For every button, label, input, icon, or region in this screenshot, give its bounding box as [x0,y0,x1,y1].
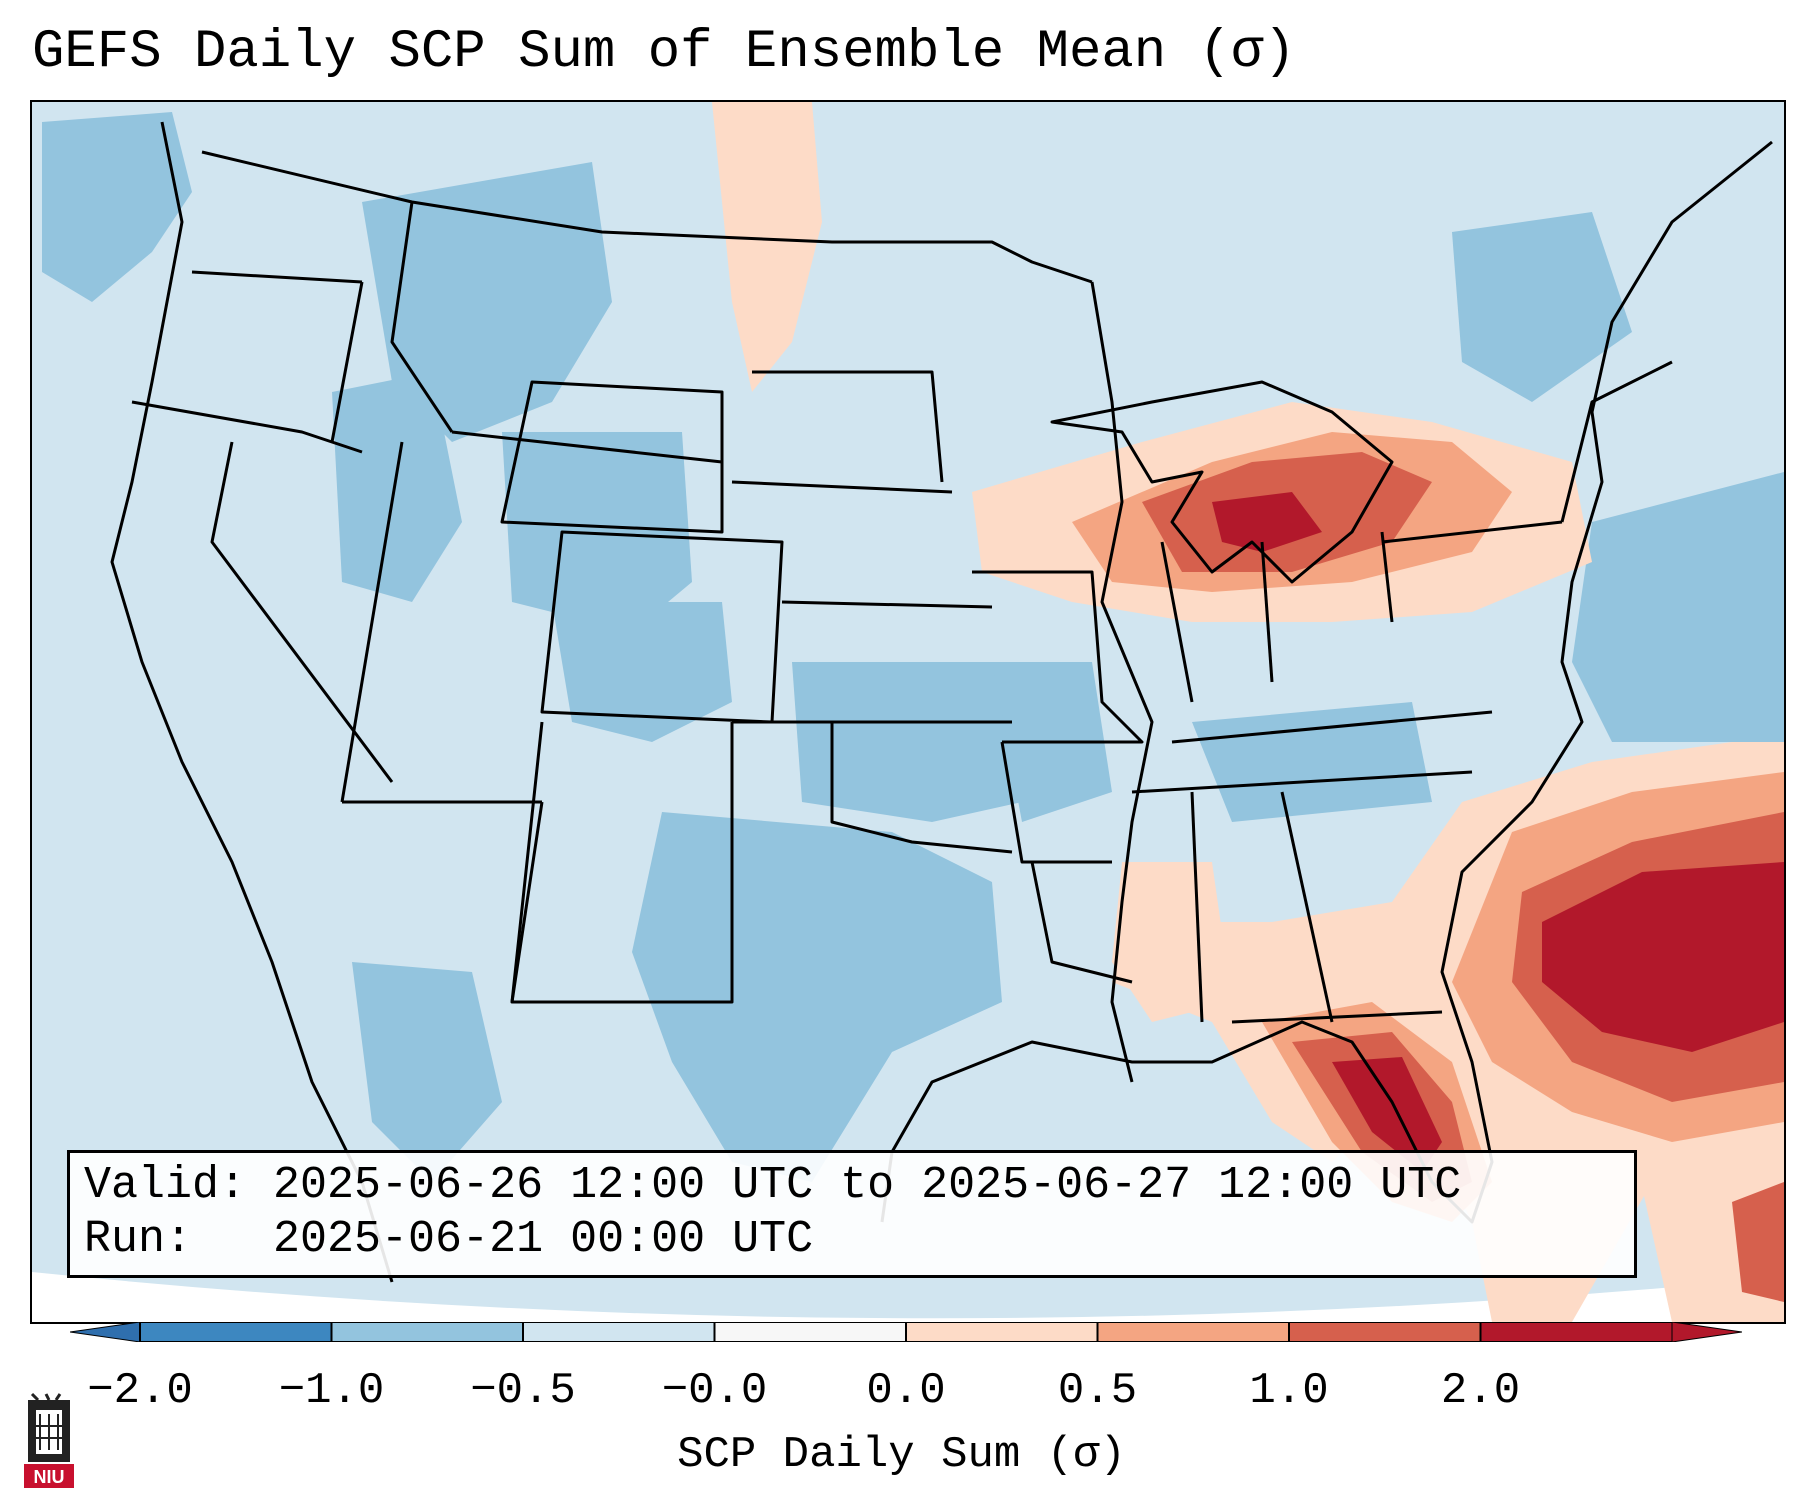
colorado-negative-patch [552,602,732,742]
colorbar-tick-label: 0.0 [866,1366,946,1416]
northwest-negative-patch [42,112,192,302]
mt-wy-border [451,430,723,464]
michigan-core-patch [1212,492,1322,552]
great-lakes-outline [1050,380,1394,584]
extreme-positive-patches [1212,492,1784,1172]
colorbar-tick-label: −0.0 [661,1366,768,1416]
valid-line: Valid: 2025-06-26 12:00 UTC to 2025-06-2… [84,1160,1462,1211]
idaho-negative-patch [332,372,462,602]
ca-nv-border [210,441,394,783]
colorbar-tick-label: −1.0 [278,1366,385,1416]
wa-or-border [191,270,363,284]
colorbar-ticks [139,1322,1673,1342]
dakota-positive-patch [712,102,822,392]
colorbar-segment [523,1322,715,1342]
colorbar-extend-high [1671,1322,1742,1342]
run-line: Run: 2025-06-21 00:00 UTC [84,1214,814,1265]
ar-border [1000,741,1112,864]
quebec-negative-patch [1452,212,1632,402]
mexico-negative-patch [352,962,502,1182]
state-boundaries [110,121,1773,1283]
in-oh-border [1260,541,1274,683]
colorbar [70,1322,1742,1342]
colorbar-tick-label: 1.0 [1249,1366,1329,1416]
ga-fl-border [1231,1010,1443,1024]
caribbean-strong-patch [1732,1182,1784,1302]
id-western-border [330,281,364,443]
ms-al-border [1190,791,1204,1023]
colorbar-tick-label: −0.5 [470,1366,576,1416]
mississippi-river [1090,281,1154,1083]
colorbar-tick-label: 0.5 [1057,1366,1138,1416]
al-ga-border [1280,791,1334,1023]
id-mt-border [390,201,454,433]
ok-tx-border [732,720,1013,854]
tn-south-border [1131,770,1473,794]
new-england-border [1560,360,1673,523]
colorbar-segment [906,1322,1098,1342]
ky-tn-border [1171,710,1493,744]
nv-ut-border [340,441,404,803]
colorbar-segment [1480,1322,1672,1342]
kansas-negative-patch [792,662,1022,822]
colorbar-tick-label: 2.0 [1440,1366,1521,1416]
la-border [1030,861,1133,984]
scp-map [32,102,1784,1322]
east-coast [880,140,1773,1224]
southeast-core-patch [1542,862,1784,1052]
negative-anomaly-patches [42,112,1784,1182]
colorbar-label: SCP Daily Sum (σ) [677,1430,1126,1480]
colorbar-segment [1289,1322,1481,1342]
florida-core-patch [1332,1057,1442,1172]
sd-ne-border [731,480,953,494]
lower-mississippi-patch [1112,862,1232,1022]
niu-logo: NIU [24,1392,74,1488]
texas-negative-patch [632,812,1002,1182]
or-ca-border [131,400,363,454]
colorbar-extend-low [70,1322,141,1342]
colorbar-frame [139,1322,1673,1342]
colorbar-segment [331,1322,523,1342]
mo-border [972,570,1144,744]
niu-logo-text: NIU [34,1467,65,1487]
wyoming-negative-patch [502,432,692,632]
colorbar-segment [714,1322,906,1342]
kentucky-negative-patch [1192,702,1432,822]
atlantic-negative-patch [1572,472,1784,742]
valid-time-box: Valid: 2025-06-26 12:00 UTC to 2025-06-2… [67,1150,1637,1278]
colorbar-segment [1097,1322,1289,1342]
il-in-border [1160,541,1194,703]
wy-box [500,380,724,534]
ne-ks-border [781,600,993,609]
montana-negative-patch [362,162,612,442]
nm-tx-border [510,721,734,1004]
west-coast [110,121,394,1283]
colorbar-tick-label: −2.0 [87,1366,193,1416]
nd-sd-border [752,370,944,483]
ny-pa-border [1381,520,1563,544]
colorbar-segment [140,1322,332,1342]
oh-pa-border [1380,531,1394,623]
map-panel [30,100,1786,1324]
map-title: GEFS Daily SCP Sum of Ensemble Mean (σ) [32,22,1296,83]
colorbar-segments [140,1322,1672,1342]
